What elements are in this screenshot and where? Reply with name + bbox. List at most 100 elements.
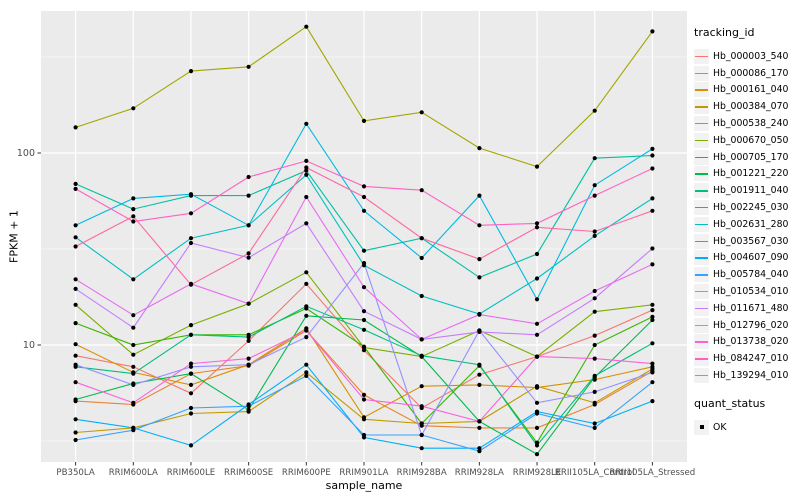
legend-item: Hb_003567_030 bbox=[694, 233, 798, 250]
data-point bbox=[361, 248, 367, 253]
legend-item: Hb_013738_020 bbox=[694, 334, 798, 351]
legend-line-sample bbox=[695, 324, 708, 326]
legend-key-swatch bbox=[694, 317, 709, 333]
data-point bbox=[592, 108, 597, 113]
data-point bbox=[188, 211, 194, 216]
y-tick-label: 100 bbox=[17, 148, 35, 159]
legend-item-label: OK bbox=[713, 421, 727, 433]
data-point bbox=[188, 192, 194, 197]
legend-line-sample bbox=[695, 89, 708, 91]
legend-key-swatch bbox=[694, 149, 709, 165]
data-point bbox=[419, 236, 424, 241]
data-point bbox=[131, 342, 136, 348]
data-point bbox=[361, 261, 367, 266]
data-point bbox=[361, 432, 367, 438]
data-point bbox=[361, 208, 367, 213]
legend-key-swatch bbox=[694, 48, 709, 64]
data-point bbox=[188, 361, 194, 366]
data-point bbox=[477, 449, 482, 454]
legend-key-swatch bbox=[694, 233, 709, 249]
data-point bbox=[188, 443, 194, 448]
legend-line-sample bbox=[695, 240, 708, 242]
x-tick-label: RRIM600PE bbox=[282, 468, 331, 478]
data-point bbox=[650, 341, 655, 346]
data-point bbox=[534, 297, 540, 302]
data-point bbox=[304, 281, 309, 286]
data-point bbox=[592, 229, 597, 234]
data-point bbox=[592, 288, 597, 294]
data-point bbox=[73, 235, 78, 240]
data-point bbox=[188, 382, 194, 387]
data-point bbox=[534, 443, 540, 448]
data-point bbox=[73, 342, 78, 347]
data-point bbox=[246, 404, 251, 409]
legend-key-swatch bbox=[694, 250, 709, 266]
data-point bbox=[650, 314, 655, 319]
legend-item-label: Hb_002245_030 bbox=[713, 202, 789, 214]
data-point bbox=[246, 407, 251, 412]
data-point bbox=[304, 165, 309, 170]
legend-key-swatch bbox=[694, 368, 709, 384]
data-point bbox=[419, 404, 424, 409]
legend-line-sample bbox=[695, 139, 708, 142]
data-point bbox=[304, 370, 309, 375]
data-point bbox=[650, 317, 655, 323]
x-tick-label: RRIM928BA bbox=[397, 468, 447, 478]
legend-line-sample bbox=[695, 207, 708, 209]
data-point bbox=[592, 233, 597, 238]
data-point bbox=[477, 362, 482, 367]
data-point bbox=[592, 356, 597, 361]
data-point bbox=[534, 452, 540, 457]
legend-item-label: Hb_000086_170 bbox=[713, 67, 789, 79]
data-point bbox=[477, 275, 482, 280]
data-point bbox=[304, 194, 309, 200]
legend-item: Hb_000086_170 bbox=[694, 65, 798, 82]
legend-key-swatch bbox=[694, 65, 709, 81]
data-point bbox=[477, 329, 482, 334]
data-point bbox=[246, 335, 251, 340]
data-point bbox=[188, 323, 194, 328]
data-point bbox=[304, 221, 309, 226]
data-point bbox=[361, 194, 367, 200]
data-point bbox=[304, 168, 309, 173]
data-point bbox=[131, 313, 136, 318]
legend-key-swatch bbox=[694, 183, 709, 199]
data-point bbox=[131, 106, 136, 111]
data-point bbox=[246, 338, 251, 343]
data-point bbox=[304, 313, 309, 318]
data-point bbox=[419, 446, 424, 451]
data-point bbox=[650, 308, 655, 313]
x-tick-label: RRIM600SE bbox=[224, 468, 273, 478]
data-point bbox=[246, 301, 251, 306]
data-point bbox=[188, 364, 194, 369]
data-point bbox=[304, 24, 309, 29]
data-point bbox=[361, 327, 367, 332]
data-point bbox=[73, 302, 78, 307]
legend-item-label: Hb_000161_040 bbox=[713, 84, 789, 96]
legend-key-swatch bbox=[694, 351, 709, 367]
data-point bbox=[131, 382, 136, 387]
data-point bbox=[73, 277, 78, 282]
data-point bbox=[361, 317, 367, 323]
data-point bbox=[73, 397, 78, 402]
x-tick-label: PB350LA bbox=[56, 468, 94, 478]
legend-item: Hb_010534_010 bbox=[694, 283, 798, 300]
legend-color-items: Hb_000003_540 Hb_000086_170 Hb_000161_040 H… bbox=[694, 48, 798, 384]
data-point bbox=[304, 158, 309, 163]
data-point bbox=[592, 421, 597, 426]
legend-key-swatch bbox=[694, 300, 709, 316]
y-tick-label: 10 bbox=[23, 340, 35, 351]
data-point bbox=[304, 270, 309, 275]
legend-key-swatch bbox=[694, 419, 709, 435]
data-point bbox=[73, 286, 78, 291]
data-point bbox=[188, 69, 194, 74]
legend-key-swatch bbox=[694, 166, 709, 182]
legend-key-swatch bbox=[694, 116, 709, 132]
data-point bbox=[73, 181, 78, 186]
x-tick-label: RRIM600LA bbox=[109, 468, 158, 478]
data-point bbox=[188, 332, 194, 337]
data-point bbox=[419, 353, 424, 358]
data-point bbox=[477, 446, 482, 451]
data-point bbox=[361, 184, 367, 189]
x-tick-label: RRII105LA_Stressed bbox=[610, 468, 696, 478]
